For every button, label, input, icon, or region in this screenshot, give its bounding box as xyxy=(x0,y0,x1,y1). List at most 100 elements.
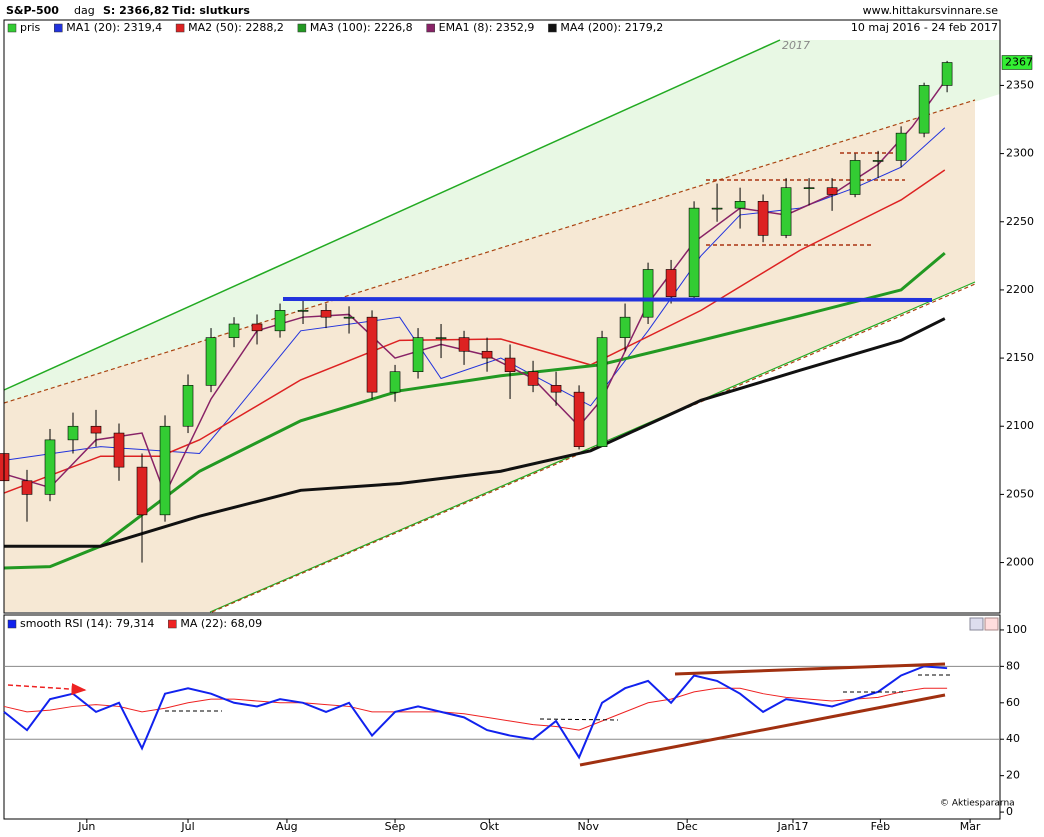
x-tick-label: Feb xyxy=(871,820,890,833)
candle-body xyxy=(711,207,723,210)
candle-body xyxy=(435,337,447,339)
candle-body xyxy=(320,310,332,318)
panel-frame xyxy=(3,614,1001,820)
candle-body xyxy=(251,323,263,332)
last-price: S: 2366,82 xyxy=(103,4,169,17)
ma-line xyxy=(3,127,946,461)
date-range: 10 maj 2016 - 24 feb 2017 xyxy=(851,21,998,34)
panel-frame xyxy=(3,19,1001,614)
candle-body xyxy=(228,323,240,338)
legend-label: smooth RSI (14): 79,314 xyxy=(20,617,154,630)
ma-line xyxy=(3,251,946,570)
y-tick-label: 20 xyxy=(1006,769,1020,782)
level-line xyxy=(539,718,619,721)
annotation: 2017 xyxy=(782,39,810,52)
legend-swatch xyxy=(54,23,63,33)
candle-body xyxy=(389,371,401,393)
trend-line xyxy=(674,662,946,676)
y-tick-label: 2300 xyxy=(1006,147,1034,160)
x-tick-label: Okt xyxy=(480,820,500,833)
candle-body xyxy=(21,480,33,495)
candle-body xyxy=(113,432,125,468)
candle-body xyxy=(527,371,539,386)
x-tick-label: Mar xyxy=(960,820,981,833)
candle-body xyxy=(573,391,585,447)
legend-label: MA2 (50): 2288,2 xyxy=(188,21,284,34)
candle-body xyxy=(297,310,309,312)
candle-body xyxy=(642,269,654,318)
legend-swatch xyxy=(297,23,307,33)
y-tick-label: 40 xyxy=(1006,732,1020,745)
zoom-button[interactable] xyxy=(969,617,984,631)
candle-body xyxy=(274,310,286,332)
y-tick-label: 80 xyxy=(1006,659,1020,672)
x-tick-label: Jul xyxy=(180,820,194,833)
legend-label: MA4 (200): 2179,2 xyxy=(560,21,663,34)
legend-label: MA3 (100): 2226,8 xyxy=(310,21,413,34)
ma-line xyxy=(4,317,946,548)
x-tick-label: Dec xyxy=(677,820,698,833)
candle-body xyxy=(803,187,815,189)
candle-body xyxy=(596,337,608,447)
legend-swatch xyxy=(426,23,435,33)
x-tick-label: Aug xyxy=(276,820,297,833)
candle-body xyxy=(205,337,217,386)
candle-body xyxy=(941,62,953,86)
mode: Tid: slutkurs xyxy=(172,4,250,17)
channel-fill xyxy=(4,40,1000,403)
candle-body xyxy=(159,425,171,516)
candle-body xyxy=(872,160,884,162)
candle-body xyxy=(849,160,861,195)
x-tick-label: Sep xyxy=(385,820,406,833)
candle-body xyxy=(619,316,631,338)
rsi-line xyxy=(3,665,948,760)
y-tick-label: 2100 xyxy=(1006,419,1034,432)
x-tick-label: Nov xyxy=(578,820,600,833)
candle-body xyxy=(504,357,516,373)
candle-body xyxy=(182,385,194,427)
y-tick-label: 2000 xyxy=(1006,556,1034,569)
candle-body xyxy=(918,85,930,134)
candle-body xyxy=(757,201,769,236)
candle-body xyxy=(136,466,148,516)
level-line xyxy=(282,297,933,302)
candle-body xyxy=(895,132,907,161)
y-tick-label: 100 xyxy=(1006,623,1027,636)
x-tick-label: Jun xyxy=(77,820,95,833)
y-tick-label: 2250 xyxy=(1006,215,1034,228)
rsi-line xyxy=(3,687,948,731)
y-tick-label: 2350 xyxy=(1006,78,1034,91)
candle-body xyxy=(688,207,700,298)
candle-body xyxy=(44,439,56,495)
arrow xyxy=(7,683,87,696)
y-tick-label: 2150 xyxy=(1006,351,1034,364)
candle-body xyxy=(458,337,470,352)
candle-body xyxy=(481,350,493,359)
period: dag xyxy=(74,4,95,17)
candle-body xyxy=(343,316,355,319)
trend-line xyxy=(209,281,976,613)
candle-body xyxy=(780,187,792,236)
legend-swatch xyxy=(168,619,177,629)
legend-strip xyxy=(4,20,1000,36)
title: S&P-500 xyxy=(6,4,59,17)
price-tag-box xyxy=(1001,55,1033,70)
candle-body xyxy=(665,269,677,298)
legend-label: EMA1 (8): 2352,9 xyxy=(439,21,535,34)
close-button[interactable] xyxy=(984,617,999,631)
site: www.hittakursvinnare.se xyxy=(863,4,999,17)
trend-line xyxy=(579,693,946,767)
trend-line xyxy=(3,99,976,404)
price-tag: 2367 xyxy=(1005,56,1033,69)
candle-body xyxy=(412,337,424,373)
candle-body xyxy=(366,316,378,393)
candle-body xyxy=(734,201,746,209)
legend-label: MA1 (20): 2319,4 xyxy=(66,21,162,34)
y-tick-label: 2050 xyxy=(1006,487,1034,500)
legend-swatch xyxy=(7,619,17,629)
trend-line xyxy=(3,39,781,391)
y-tick-label: 0 xyxy=(1006,805,1013,818)
candle-body xyxy=(550,385,562,393)
candle-body xyxy=(67,425,79,441)
legend-label: pris xyxy=(20,21,41,34)
